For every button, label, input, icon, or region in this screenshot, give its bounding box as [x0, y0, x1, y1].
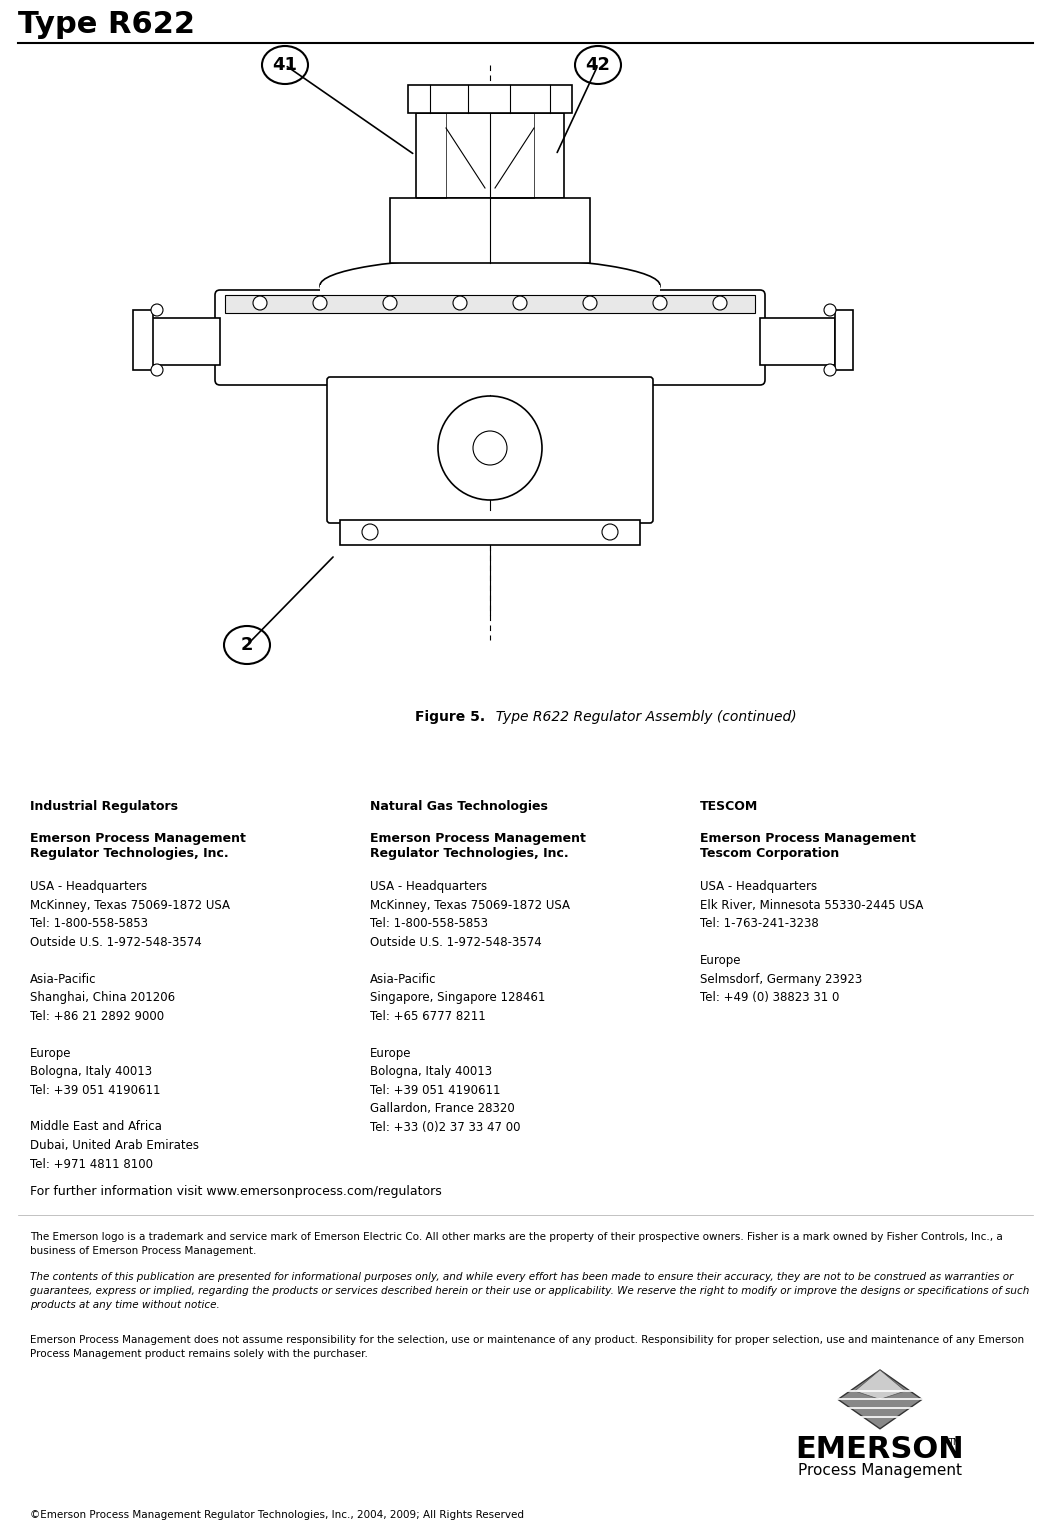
Text: Emerson Process Management: Emerson Process Management	[700, 832, 915, 845]
Circle shape	[151, 305, 163, 315]
Ellipse shape	[320, 257, 660, 314]
Text: TESCOM: TESCOM	[700, 800, 758, 813]
Polygon shape	[854, 1371, 905, 1400]
FancyBboxPatch shape	[327, 378, 653, 522]
Circle shape	[653, 295, 667, 311]
Polygon shape	[838, 1371, 922, 1429]
Bar	[133, 311, 153, 370]
Text: The contents of this publication are presented for informational purposes only, : The contents of this publication are pre…	[30, 1272, 1029, 1310]
Text: 2: 2	[241, 637, 253, 653]
Text: Figure 5.: Figure 5.	[415, 710, 485, 723]
Ellipse shape	[224, 626, 270, 664]
Text: The Emerson logo is a trademark and service mark of Emerson Electric Co. All oth: The Emerson logo is a trademark and serv…	[30, 1232, 1003, 1256]
Text: For further information visit www.emersonprocess.com/regulators: For further information visit www.emerso…	[30, 1185, 441, 1199]
Circle shape	[253, 295, 267, 311]
Circle shape	[513, 295, 527, 311]
Circle shape	[824, 305, 836, 315]
Text: USA - Headquarters
McKinney, Texas 75069-1872 USA
Tel: 1-800-558-5853
Outside U.: USA - Headquarters McKinney, Texas 75069…	[370, 880, 570, 1133]
Circle shape	[713, 295, 727, 311]
Text: Type R622 Regulator Assembly (continued): Type R622 Regulator Assembly (continued)	[487, 710, 797, 723]
Text: Industrial Regulators: Industrial Regulators	[30, 800, 178, 813]
Text: Emerson Process Management: Emerson Process Management	[30, 832, 246, 845]
Text: 42: 42	[585, 56, 611, 75]
Circle shape	[362, 524, 378, 541]
Bar	[760, 318, 834, 366]
Bar	[834, 311, 853, 370]
Text: ©Emerson Process Management Regulator Technologies, Inc., 2004, 2009; All Rights: ©Emerson Process Management Regulator Te…	[30, 1509, 524, 1520]
Bar	[341, 519, 640, 545]
Ellipse shape	[262, 46, 308, 84]
Circle shape	[473, 431, 507, 465]
Circle shape	[313, 295, 327, 311]
Circle shape	[151, 364, 163, 376]
Text: Tescom Corporation: Tescom Corporation	[700, 847, 840, 860]
Text: TM: TM	[948, 1438, 961, 1447]
Text: 41: 41	[272, 56, 297, 75]
Text: EMERSON: EMERSON	[796, 1435, 965, 1464]
Bar	[320, 285, 660, 340]
Bar	[390, 198, 590, 263]
Text: Regulator Technologies, Inc.: Regulator Technologies, Inc.	[30, 847, 229, 860]
Text: Regulator Technologies, Inc.: Regulator Technologies, Inc.	[370, 847, 569, 860]
Text: Natural Gas Technologies: Natural Gas Technologies	[370, 800, 548, 813]
Text: Emerson Process Management does not assume responsibility for the selection, use: Emerson Process Management does not assu…	[30, 1336, 1024, 1359]
Circle shape	[824, 364, 836, 376]
FancyBboxPatch shape	[215, 289, 765, 385]
Bar	[416, 113, 564, 198]
Circle shape	[583, 295, 597, 311]
Bar	[408, 85, 572, 113]
Text: USA - Headquarters
Elk River, Minnesota 55330-2445 USA
Tel: 1-763-241-3238

Euro: USA - Headquarters Elk River, Minnesota …	[700, 880, 924, 1004]
Text: Emerson Process Management: Emerson Process Management	[370, 832, 585, 845]
Bar	[225, 295, 755, 314]
Circle shape	[602, 524, 618, 541]
Circle shape	[383, 295, 397, 311]
Text: Process Management: Process Management	[798, 1464, 962, 1477]
Circle shape	[438, 396, 542, 500]
Ellipse shape	[575, 46, 621, 84]
Text: USA - Headquarters
McKinney, Texas 75069-1872 USA
Tel: 1-800-558-5853
Outside U.: USA - Headquarters McKinney, Texas 75069…	[30, 880, 230, 1171]
Circle shape	[453, 295, 467, 311]
Text: Type R622: Type R622	[18, 11, 195, 40]
Bar	[145, 318, 220, 366]
